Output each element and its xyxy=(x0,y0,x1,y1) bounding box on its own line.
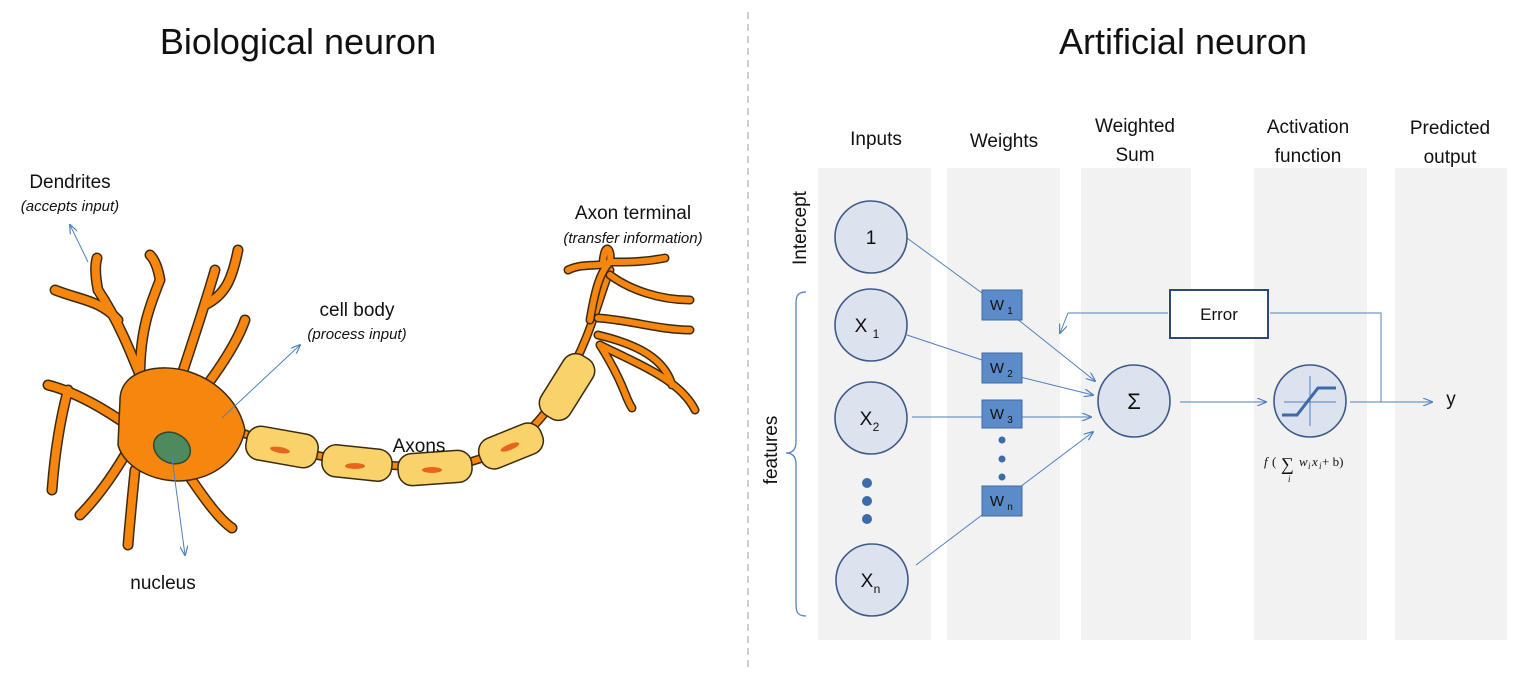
input-node-1-label: 1 xyxy=(866,228,877,249)
weighted-sum-header-line1: Weighted xyxy=(1095,116,1175,137)
weight-box-n: W n xyxy=(981,485,1023,517)
step-function-icon xyxy=(1282,386,1336,417)
input-node-x2: X 2 xyxy=(834,381,908,455)
cell-body-label: cell body xyxy=(320,300,395,321)
bio-pointers xyxy=(70,225,300,555)
input-node-x1-label: X xyxy=(855,316,868,337)
weight-1-sub: 1 xyxy=(1007,306,1013,317)
formula-f: f xyxy=(1264,454,1270,469)
weight-1-label: W xyxy=(990,297,1005,314)
output-y-label: y xyxy=(1446,389,1456,410)
weight-2-label: W xyxy=(990,360,1005,377)
input-node-xn-label: X xyxy=(861,571,874,592)
weight-ellipsis xyxy=(998,436,1006,481)
cell-body xyxy=(117,367,246,482)
features-label: features xyxy=(761,416,782,485)
dendrites-note: (accepts input) xyxy=(21,198,119,215)
features-brace xyxy=(785,291,807,617)
input-node-x1: X 1 xyxy=(834,288,908,362)
inputs-header: Inputs xyxy=(850,129,902,150)
formula-tail: + b) xyxy=(1322,454,1343,469)
input-node-xn-sub: n xyxy=(874,582,881,596)
axon-terminal-label: Axon terminal xyxy=(575,203,691,224)
input-node-x1-sub: 1 xyxy=(873,327,880,341)
artificial-neuron-title: Artificial neuron xyxy=(1059,21,1307,62)
weight-3-sub: 3 xyxy=(1007,415,1013,426)
weight-n-sub: n xyxy=(1007,502,1013,513)
summation-node: Σ xyxy=(1097,364,1171,438)
axon-terminal-note: (transfer information) xyxy=(563,230,702,247)
activation-formula: f ( ∑ i w i x i + b) xyxy=(1264,454,1343,484)
formula-w: w xyxy=(1299,454,1308,469)
weight-2-sub: 2 xyxy=(1007,369,1013,380)
biological-neuron-title: Biological neuron xyxy=(160,21,436,62)
weight-box-1: W 1 xyxy=(981,289,1023,321)
activation-header-line1: Activation xyxy=(1267,117,1349,138)
weight-3-label: W xyxy=(990,406,1005,423)
weight-box-2: W 2 xyxy=(981,352,1023,384)
axons-label: Axons xyxy=(393,436,446,457)
formula-sum-index: i xyxy=(1288,474,1291,484)
weight-n-label: W xyxy=(990,493,1005,510)
weighted-sum-header-line2: Sum xyxy=(1115,145,1154,166)
neuron-illustration xyxy=(42,244,700,551)
nucleus-shape xyxy=(152,431,192,465)
axon-terminal-branches xyxy=(563,244,700,415)
weights-header: Weights xyxy=(970,131,1038,152)
input-node-1: 1 xyxy=(834,200,908,274)
input-ellipsis xyxy=(862,478,872,524)
activation-node xyxy=(1273,364,1347,438)
input-node-xn: X n xyxy=(835,543,909,617)
myelin-nuclei xyxy=(270,442,520,473)
connection-lines xyxy=(906,237,1432,566)
weight-box-3: W 3 xyxy=(981,399,1023,429)
error-box: Error xyxy=(1169,289,1269,339)
sigma-symbol: Σ xyxy=(1127,389,1141,414)
error-label: Error xyxy=(1200,305,1238,324)
dendrites-label: Dendrites xyxy=(29,172,110,193)
nucleus-label: nucleus xyxy=(130,573,196,594)
predicted-header-line1: Predicted xyxy=(1410,118,1490,139)
formula-x: x xyxy=(1311,454,1318,469)
cell-body-note: (process input) xyxy=(307,326,406,343)
formula-w-sub: i xyxy=(1308,461,1311,471)
formula-sum: ∑ xyxy=(1281,454,1294,474)
input-node-x2-label: X xyxy=(860,409,873,430)
intercept-label: Intercept xyxy=(790,190,811,265)
input-node-x2-sub: 2 xyxy=(873,420,880,434)
activation-header-line2: function xyxy=(1275,146,1342,167)
predicted-header-line2: output xyxy=(1424,147,1478,168)
formula-open: ( xyxy=(1272,454,1276,469)
formula-x-sub: i xyxy=(1319,461,1322,471)
